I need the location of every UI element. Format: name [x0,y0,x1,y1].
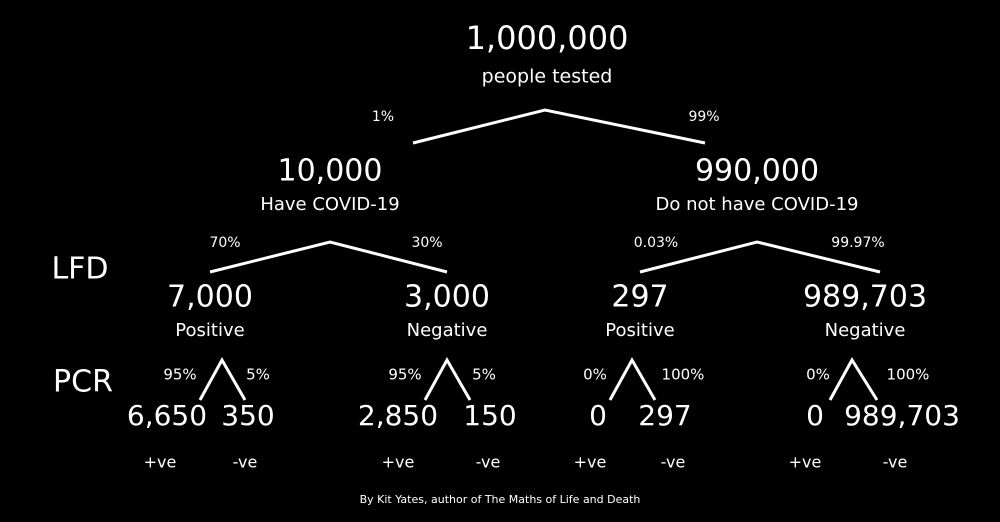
edge-label: 100% [662,366,705,384]
node-value: 989,703 [803,280,927,315]
node-label: Do not have COVID-19 [656,194,859,215]
node-label: Negative [825,320,906,341]
node-label: -ve [883,453,908,472]
node-label: -ve [476,453,501,472]
node-label: +ve [382,453,415,472]
node-value: 3,000 [404,280,490,315]
branch [209,240,448,274]
row-label: PCR [53,365,113,400]
edge-label: 5% [246,366,270,384]
edge-label: 99% [688,109,719,125]
edge-label: 70% [209,235,240,251]
node-label: Positive [605,320,674,341]
node-value: 10,000 [278,154,383,189]
edge-label: 0.03% [634,235,678,251]
branch [639,240,881,274]
branch [828,357,879,401]
edge-label: 5% [472,366,496,384]
edge-label: 0% [806,366,830,384]
node-value: 297 [611,280,668,315]
node-label: +ve [144,453,177,472]
node-label: +ve [574,453,607,472]
node-label: -ve [233,453,258,472]
node-label: Have COVID-19 [260,194,399,215]
node-label: -ve [661,453,686,472]
node-value: 990,000 [695,154,819,189]
node-value: 350 [221,399,274,432]
root-value: 1,000,000 [466,19,629,57]
edge-label: 95% [163,366,196,384]
edge-label: 99.97% [831,235,884,251]
row-label: LFD [51,252,108,287]
node-value: 2,850 [358,399,438,432]
node-label: Negative [407,320,488,341]
branch [423,356,472,401]
node-value: 0 [589,399,607,432]
node-value: 6,650 [127,399,207,432]
node-value: 150 [463,399,516,432]
edge-label: 95% [388,366,421,384]
node-value: 989,703 [844,399,960,432]
edge-label: 100% [887,366,930,384]
root-label: people tested [482,66,613,88]
edge-label: 1% [372,109,394,125]
branch [198,356,247,401]
edge-label: 0% [583,366,607,384]
branch [412,108,706,145]
credit: By Kit Yates, author of The Maths of Lif… [360,493,641,506]
node-value: 0 [806,399,824,432]
node-value: 7,000 [167,280,253,315]
edge-label: 30% [411,235,442,251]
node-value: 297 [638,399,691,432]
node-label: +ve [789,453,822,472]
branch [608,356,657,401]
node-label: Positive [175,320,244,341]
